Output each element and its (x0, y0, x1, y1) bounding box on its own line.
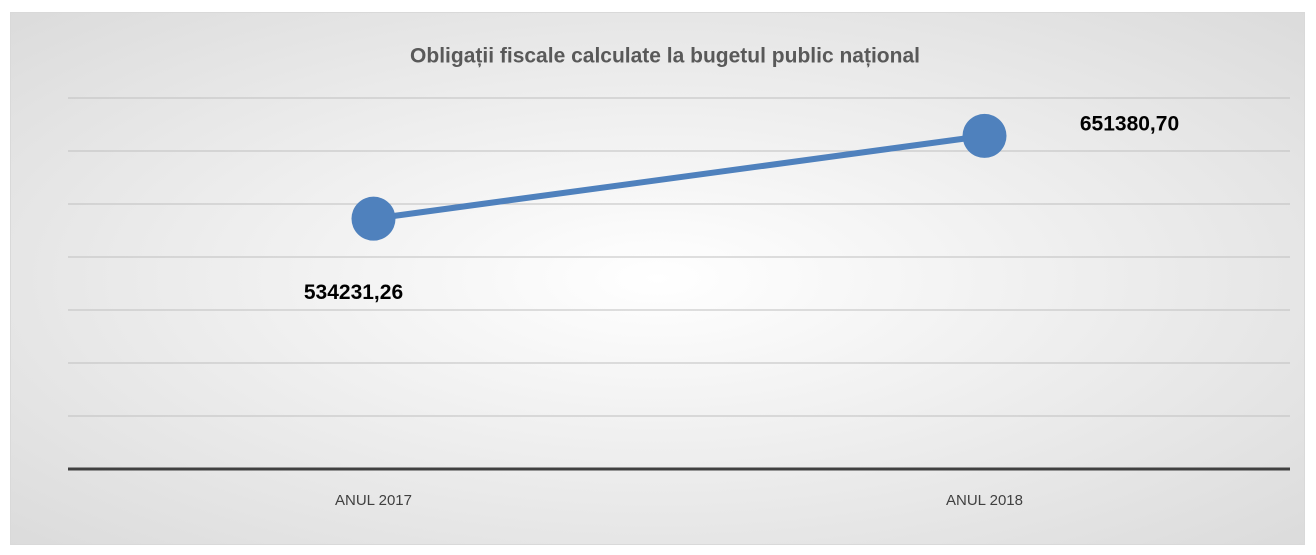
data-label: 534231,26 (304, 281, 403, 304)
data-label: 651380,70 (1080, 112, 1179, 135)
line (370, 132, 988, 222)
chart-area (10, 12, 1305, 545)
x-tick-label: ANUL 2018 (946, 492, 1023, 509)
marker (351, 196, 396, 241)
x-tick-label: ANUL 2017 (335, 492, 412, 509)
chart-title: Obligații fiscale calculate la bugetul p… (410, 45, 920, 68)
marker (962, 113, 1007, 158)
